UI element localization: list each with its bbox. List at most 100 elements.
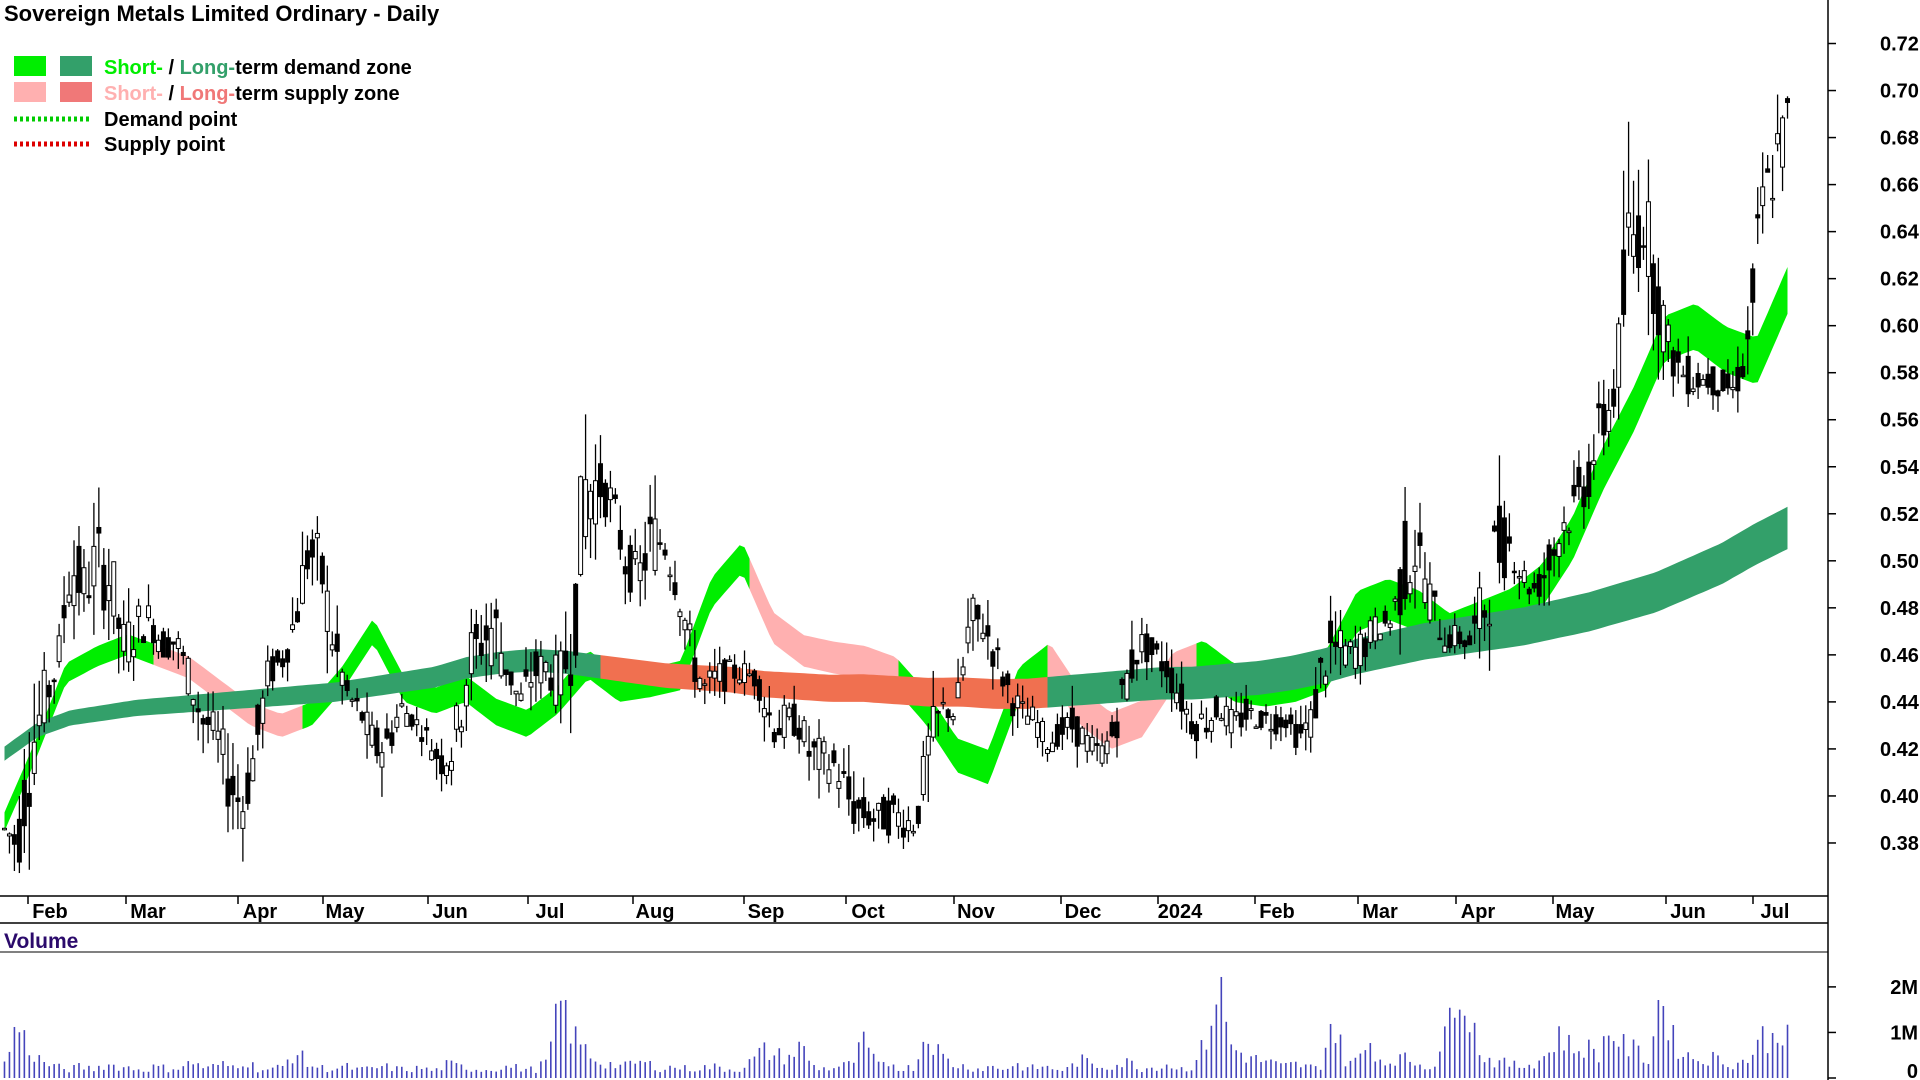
candle-150: [746, 662, 752, 678]
candle-317: [1576, 450, 1582, 500]
candle-297: [1477, 571, 1483, 659]
candle-228: [1134, 659, 1140, 681]
candle-body-226: [1124, 672, 1130, 700]
candle-256: [1273, 705, 1279, 741]
candle-2: [11, 824, 17, 872]
candle-0: [1, 827, 7, 831]
candle-241: [1198, 700, 1204, 720]
candle-body-200: [995, 647, 1001, 651]
y-tick-label-4: 0.46: [1880, 645, 1919, 667]
candle-117: [583, 414, 589, 550]
candle-16: [81, 549, 87, 612]
candle-86: [429, 739, 435, 761]
candle-body-208: [1035, 722, 1041, 738]
candle-body-313: [1556, 543, 1562, 557]
candle-body-332: [1650, 263, 1656, 314]
candle-body-190: [945, 709, 951, 719]
x-tick-label-12: Feb: [1259, 901, 1295, 923]
candle-body-30: [150, 625, 156, 644]
candle-247: [1228, 697, 1234, 749]
candle-97: [483, 603, 489, 683]
candle-body-216: [1074, 716, 1080, 747]
candle-224: [1114, 707, 1120, 758]
candle-89: [444, 762, 450, 785]
candle-body-229: [1139, 634, 1145, 653]
candle-body-328: [1631, 234, 1637, 257]
candle-242: [1203, 707, 1209, 739]
candle-277: [1377, 633, 1383, 641]
candle-body-345: [1715, 390, 1721, 397]
candle-258: [1283, 714, 1289, 738]
candle-11: [56, 623, 62, 668]
candle-body-74: [369, 724, 375, 746]
candle-body-278: [1382, 610, 1388, 624]
legend-demand-separator: /: [163, 57, 180, 79]
candle-289: [1437, 618, 1443, 641]
candle-body-179: [891, 795, 897, 805]
candle-body-112: [558, 650, 564, 696]
candle-330: [1640, 226, 1646, 260]
candle-body-303: [1506, 536, 1512, 544]
candle-body-322: [1601, 403, 1607, 436]
candle-359: [1785, 96, 1791, 119]
candle-body-149: [742, 663, 748, 684]
candle-body-243: [1208, 719, 1214, 732]
candle-246: [1223, 696, 1229, 736]
y-tick-label-6: 0.50: [1880, 551, 1919, 573]
candle-318: [1581, 475, 1587, 529]
candle-238: [1184, 701, 1190, 733]
y-tick-label-8: 0.54: [1880, 457, 1920, 479]
candle-67: [334, 605, 340, 678]
x-tick-label-3: May: [326, 901, 366, 923]
candle-body-3: [16, 818, 22, 863]
candle-body-342: [1700, 379, 1706, 386]
candle-body-222: [1104, 740, 1110, 755]
candle-54: [270, 648, 276, 691]
candle-body-147: [732, 664, 738, 679]
candle-47: [235, 764, 241, 830]
candle-body-318: [1581, 486, 1587, 508]
candle-body-22: [111, 561, 117, 617]
candle-209: [1040, 717, 1046, 757]
candle-body-349: [1735, 366, 1741, 392]
candle-76: [379, 742, 385, 797]
candle-99: [493, 598, 499, 659]
candle-141: [702, 679, 708, 705]
candle-body-81: [404, 713, 410, 727]
candle-body-338: [1680, 374, 1686, 378]
candle-body-83: [414, 719, 420, 726]
candle-281: [1397, 566, 1403, 655]
candle-body-49: [245, 772, 251, 804]
candle-316: [1571, 460, 1577, 503]
candle-203: [1010, 697, 1016, 736]
candle-body-68: [339, 671, 345, 686]
candle-body-309: [1536, 574, 1542, 597]
candle-13: [66, 571, 72, 607]
short-term-zone-band-4: [600, 545, 750, 702]
y-tick-label-2: 0.42: [1880, 739, 1919, 761]
candle-100: [498, 622, 504, 679]
candle-153: [761, 696, 767, 742]
candle-261: [1298, 705, 1304, 739]
candle-177: [881, 794, 887, 830]
candle-345: [1715, 389, 1721, 412]
candle-body-351: [1745, 330, 1751, 340]
candle-body-111: [553, 654, 559, 706]
candle-body-141: [702, 683, 708, 686]
candle-236: [1174, 673, 1180, 710]
candle-231: [1149, 637, 1155, 673]
candle-170: [846, 744, 852, 816]
candle-body-336: [1670, 350, 1676, 377]
candle-body-209: [1040, 720, 1046, 743]
candle-body-170: [846, 776, 852, 800]
candle-218: [1084, 723, 1090, 763]
candle-136: [677, 608, 683, 636]
candle-164: [816, 719, 822, 799]
candle-357: [1775, 94, 1781, 152]
candle-body-13: [66, 594, 72, 603]
candle-245: [1218, 713, 1224, 722]
candle-body-19: [96, 526, 102, 534]
candle-body-160: [796, 727, 802, 740]
candle-body-201: [1000, 676, 1006, 687]
candle-257: [1278, 706, 1284, 742]
